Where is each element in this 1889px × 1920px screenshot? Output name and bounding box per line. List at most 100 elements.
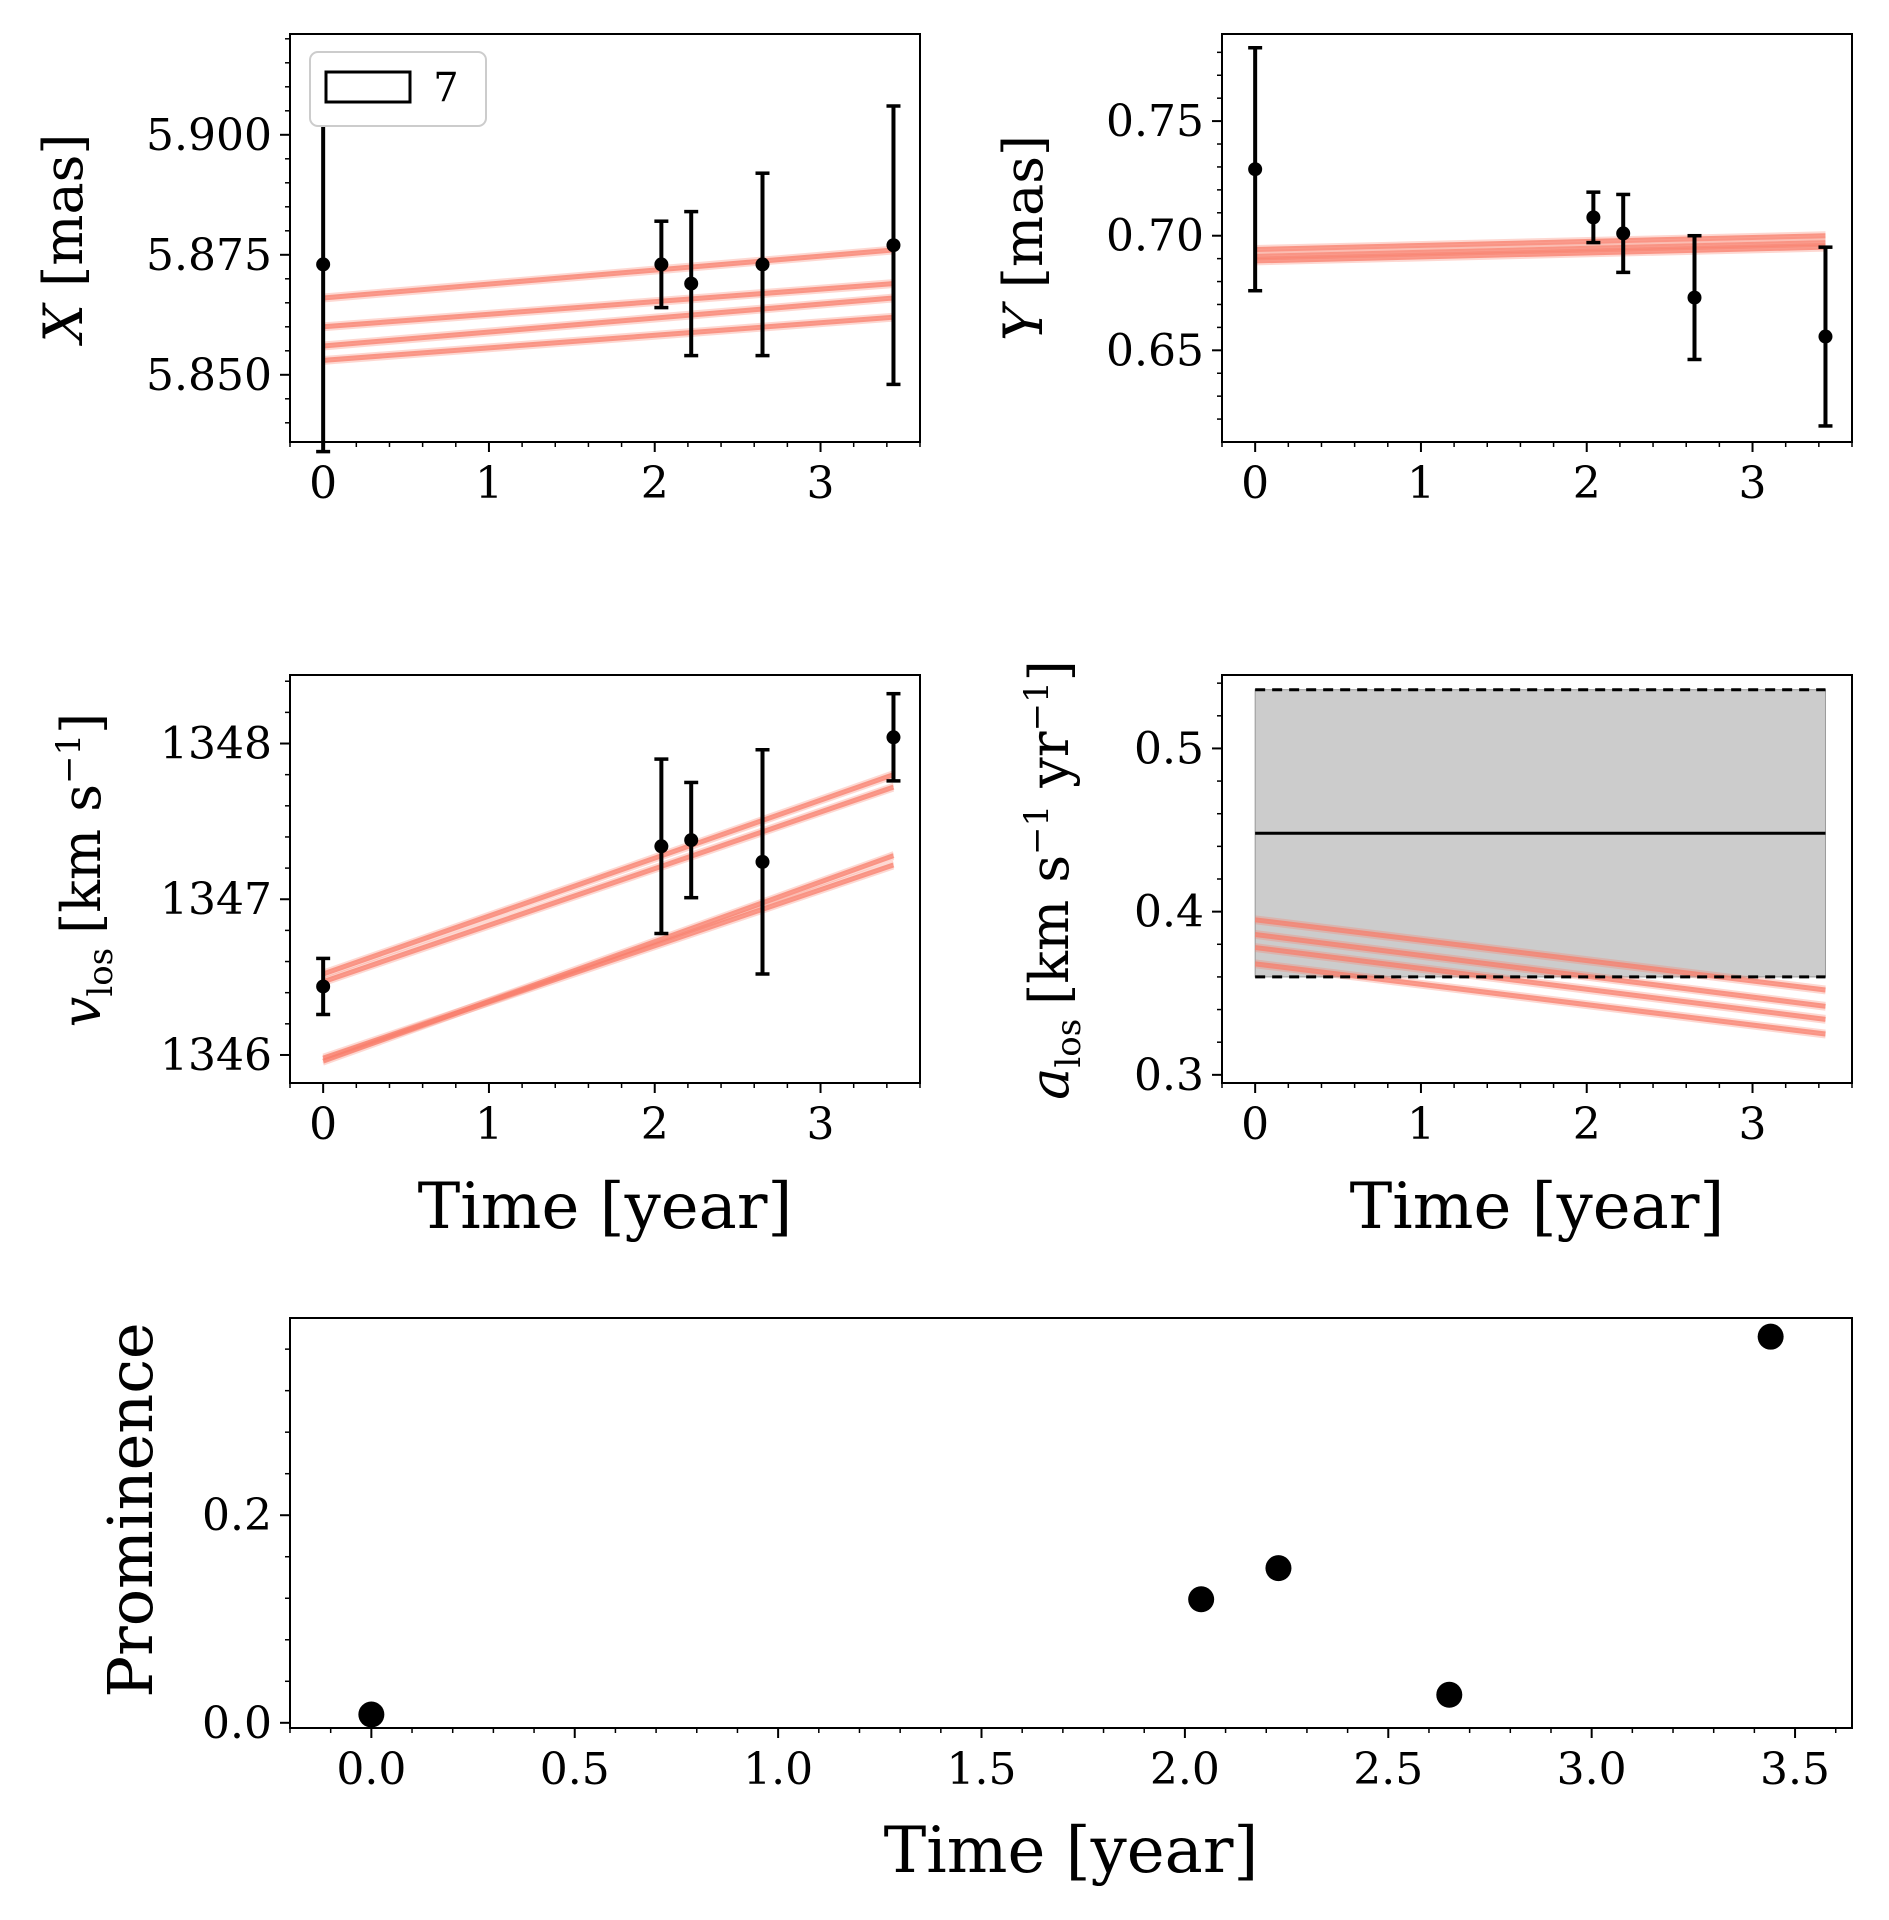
alos-model-line (1254, 917, 1826, 993)
panel-vlos-ylabel-tail: ] (50, 713, 113, 734)
alos-ytick-label: 0.4 (1134, 887, 1204, 938)
x-model-line (322, 314, 894, 363)
panel-y-ylabel-main: Y (992, 301, 1055, 341)
panel-alos-ylabel-unit: [km s (1018, 855, 1081, 1005)
alos-xtick-label: 3 (1739, 1099, 1767, 1150)
y-model-line (1255, 242, 1826, 261)
panel-x-frame (289, 33, 921, 443)
y-ytick-label: 0.70 (1106, 211, 1204, 262)
y-ytick-label: 0.75 (1106, 96, 1204, 147)
panel-alos-plot: 0 1 2 3 0.3 0.4 0.5 (1134, 682, 1853, 1150)
alos-ytick-label: 0.3 (1134, 1050, 1204, 1101)
x-data-point (316, 257, 331, 272)
x-ytick-label: 5.875 (146, 230, 272, 281)
x-xtick-label: 2 (641, 458, 669, 509)
y-xtick-label: 3 (1739, 458, 1767, 509)
vlos-data-point (316, 979, 331, 994)
prominence-xtick-label: 0.0 (336, 1744, 406, 1795)
y-model-line (1255, 238, 1826, 256)
panel-x-legend: 7 (309, 51, 487, 127)
x-xtick-label: 1 (475, 458, 503, 509)
alos-model-line (1254, 945, 1826, 1022)
x-data-point (654, 257, 669, 272)
y-model-line (1255, 244, 1826, 264)
panel-vlos-frame (289, 674, 921, 1084)
vlos-xtick-label: 3 (807, 1099, 835, 1150)
panel-alos-ylabel-sup2: −1 (1017, 681, 1057, 731)
prominence-xtick-label: 0.5 (540, 1744, 610, 1795)
prominence-xtick-label: 1.5 (947, 1744, 1017, 1795)
alos-ytick-label: 0.5 (1134, 723, 1204, 774)
panel-vlos-ylabel-sub: los (81, 948, 121, 997)
vlos-data-point (654, 839, 669, 854)
alos-model-line (1254, 943, 1826, 1019)
panel-x-legend-swatch (324, 70, 412, 104)
panel-alos-ylabel-main: a (1018, 1068, 1081, 1100)
panel-alos-ylabel-sub: los (1049, 1019, 1089, 1068)
panel-y: 0 1 2 3 0.65 0.70 0.75 Y [mas] (992, 33, 1853, 509)
y-data-point (1616, 226, 1631, 241)
alos-model-line (1254, 932, 1826, 1009)
prominence-data-point (358, 1701, 385, 1728)
y-data-point (1687, 290, 1702, 305)
y-model-line (1255, 233, 1826, 252)
y-data-point (1248, 162, 1263, 177)
panel-x-legend-box (309, 51, 487, 127)
alos-xtick-label: 2 (1573, 1099, 1601, 1150)
panel-x-plot: 0 1 2 3 5.850 5.875 5.900 (146, 38, 921, 509)
alos-model-line (1254, 961, 1826, 1037)
y-ytick-label: 0.65 (1106, 325, 1204, 376)
panel-alos-ylabel-mid: yr (1018, 731, 1081, 805)
panel-vlos-ylabel-sup: −1 (49, 734, 89, 784)
x-model-line (323, 279, 894, 327)
prominence-xtick-label: 2.5 (1353, 1744, 1423, 1795)
x-xtick-label: 0 (309, 458, 337, 509)
prominence-data-point (1436, 1681, 1463, 1708)
prominence-ytick-label: 0.2 (202, 1490, 272, 1541)
panel-vlos-xlabel: Time [year] (418, 1170, 793, 1244)
x-model-line (322, 247, 894, 301)
panel-prominence-plot: 0.0 0.5 1.0 1.5 2.0 2.5 3.0 3.5 0.0 0.2 (202, 1323, 1837, 1795)
panel-alos-frame (1221, 674, 1853, 1084)
vlos-model-line (322, 772, 895, 977)
panel-prominence: 0.0 0.5 1.0 1.5 2.0 2.5 3.0 3.5 0.0 0.2 Prominenc… (94, 1317, 1853, 1888)
y-data-point (1818, 329, 1833, 344)
vlos-data-point (684, 833, 699, 848)
x-model-line (322, 245, 894, 298)
panel-alos: 0 1 2 30.30.40.5 alos[km s−1 yr−1] Time [ye… (1017, 660, 1853, 1244)
vlos-data-point (755, 854, 770, 869)
panel-x-legend-label: 7 (433, 65, 458, 111)
panel-x-ylabel-unit: [mas] (32, 134, 95, 287)
x-xtick-label: 3 (807, 458, 835, 509)
y-model-line (1255, 231, 1826, 250)
prominence-data-point (1265, 1555, 1292, 1582)
panel-y-ylabel-unit: [mas] (992, 135, 1055, 288)
panel-y-ylabel: Y [mas] (992, 135, 1055, 341)
panel-vlos-ylabel-main: v (50, 997, 113, 1028)
panel-x-ylabel-main: X (32, 301, 95, 346)
alos-xtick-label: 0 (1241, 1099, 1269, 1150)
vlos-xtick-label: 0 (309, 1099, 337, 1150)
vlos-data-point (886, 730, 901, 745)
alos-model-line (1254, 959, 1826, 1034)
panel-prominence-xlabel: Time [year] (884, 1814, 1259, 1888)
panel-y-plot: 0 1 2 3 0.65 0.70 0.75 (1106, 46, 1853, 509)
panel-x: 0 1 2 3 5.850 5.875 5.900 7 X [mas] (32, 33, 921, 509)
vlos-model-line (322, 770, 895, 974)
vlos-xtick-label: 1 (475, 1099, 503, 1150)
y-data-point (1586, 210, 1601, 225)
panel-vlos: 0 1 2 3 1346 1347 1348 vlos [km s−1] Time [year… (49, 674, 921, 1244)
y-xtick-label: 1 (1407, 458, 1435, 509)
x-model-line (322, 295, 894, 349)
panel-alos-ylabel: alos[km s−1 yr−1] (1017, 660, 1089, 1100)
y-xtick-label: 0 (1241, 458, 1269, 509)
alos-xtick-label: 1 (1407, 1099, 1435, 1150)
x-model-line (322, 293, 894, 346)
prominence-xtick-label: 2.0 (1150, 1744, 1220, 1795)
panel-vlos-plot: 0 1 2 3 1346 1347 1348 (160, 680, 921, 1150)
prominence-xtick-label: 3.5 (1760, 1744, 1830, 1795)
vlos-ytick-label: 1346 (160, 1030, 272, 1081)
vlos-ytick-label: 1348 (160, 719, 272, 770)
panel-alos-ylabel-sup: −1 (1017, 805, 1057, 855)
